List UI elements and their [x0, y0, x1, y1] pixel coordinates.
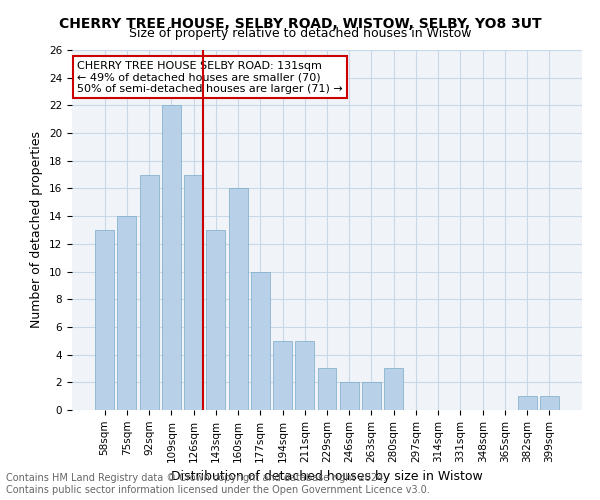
Bar [340, 382, 359, 410]
Bar [229, 188, 248, 410]
Text: CHERRY TREE HOUSE SELBY ROAD: 131sqm
← 49% of detached houses are smaller (70)
5: CHERRY TREE HOUSE SELBY ROAD: 131sqm ← 4… [77, 61, 343, 94]
Bar [184, 174, 203, 410]
Bar [95, 230, 114, 410]
Bar [518, 396, 536, 410]
Bar [251, 272, 270, 410]
Bar [140, 174, 158, 410]
Bar [540, 396, 559, 410]
Y-axis label: Number of detached properties: Number of detached properties [31, 132, 43, 328]
Bar [317, 368, 337, 410]
Bar [384, 368, 403, 410]
X-axis label: Distribution of detached houses by size in Wistow: Distribution of detached houses by size … [171, 470, 483, 483]
Text: Contains HM Land Registry data © Crown copyright and database right 2024.
Contai: Contains HM Land Registry data © Crown c… [6, 474, 430, 495]
Bar [362, 382, 381, 410]
Bar [162, 106, 181, 410]
Bar [118, 216, 136, 410]
Text: Size of property relative to detached houses in Wistow: Size of property relative to detached ho… [129, 28, 471, 40]
Text: CHERRY TREE HOUSE, SELBY ROAD, WISTOW, SELBY, YO8 3UT: CHERRY TREE HOUSE, SELBY ROAD, WISTOW, S… [59, 18, 541, 32]
Bar [295, 341, 314, 410]
Bar [273, 341, 292, 410]
Bar [206, 230, 225, 410]
